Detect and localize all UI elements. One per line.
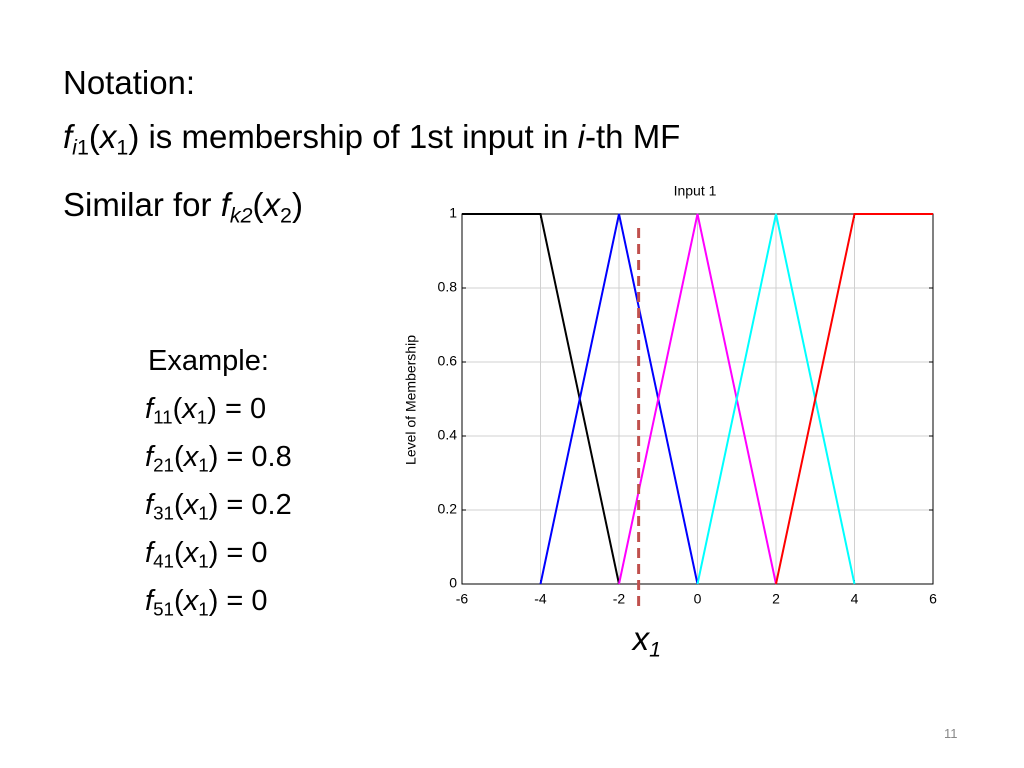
x-tick-label: 0 (694, 591, 702, 607)
series-line (462, 213, 620, 585)
text: f (145, 441, 154, 473)
y-tick-label: 1 (449, 205, 457, 221)
text: 1 (198, 598, 209, 620)
text: ) (291, 186, 303, 223)
y-tick-label: 0.4 (438, 427, 458, 443)
text: ( (174, 537, 184, 569)
y-tick-label: 0.8 (438, 279, 458, 295)
text: ) is membership of 1st input in (128, 118, 578, 155)
text: x (632, 620, 650, 657)
x-tick-label: -2 (613, 591, 626, 607)
x-tick-label: 6 (929, 591, 937, 607)
x-tick-label: 2 (772, 591, 780, 607)
example-heading: Example: (148, 345, 269, 377)
series-line (618, 213, 777, 585)
text: 1 (116, 135, 129, 160)
text: f (145, 537, 154, 569)
text: x (182, 393, 197, 425)
text: x (183, 585, 199, 617)
y-axis-label: Level of Membership (403, 335, 419, 465)
text: 51 (153, 598, 175, 620)
marker-label: x1 (633, 620, 661, 662)
series-line (775, 213, 933, 585)
text: x (183, 489, 199, 521)
y-tick-label: 0.2 (438, 501, 458, 517)
text: 41 (153, 550, 175, 572)
text: f (145, 489, 154, 521)
notation-line: Similar for fk2(x2) (63, 186, 303, 228)
text: ) = 0 (207, 393, 267, 425)
text: ) = 0.8 (208, 441, 292, 473)
text: ( (252, 186, 264, 223)
chart-title: Input 1 (674, 183, 717, 199)
text: x (263, 186, 281, 223)
text: 21 (153, 454, 175, 476)
text: -th MF (585, 118, 681, 155)
y-tick-label: 0 (449, 575, 457, 591)
text: 2 (280, 203, 292, 228)
notation-heading: Notation: (63, 64, 196, 101)
example-line: f11(x1) = 0 (145, 393, 266, 429)
text: 11 (153, 406, 173, 428)
example-line: f51(x1) = 0 (145, 585, 268, 621)
text: ( (88, 118, 100, 155)
notation-line: fi1(x1) is membership of 1st input in i-… (63, 118, 680, 160)
text: ) = 0 (208, 537, 268, 569)
x-tick-label: -6 (456, 591, 469, 607)
text: x (183, 441, 199, 473)
text: f (220, 186, 230, 223)
text: ( (174, 489, 184, 521)
text: x (99, 118, 117, 155)
y-tick-label: 0.6 (438, 353, 458, 369)
x-tick-label: -4 (534, 591, 547, 607)
example-line: f21(x1) = 0.8 (145, 441, 292, 477)
page-number: 11 (944, 726, 958, 741)
example-line: f41(x1) = 0 (145, 537, 268, 573)
text: ( (174, 441, 184, 473)
text: 1 (196, 406, 208, 428)
text: 1 (198, 454, 209, 476)
text: 1 (198, 550, 209, 572)
text: x (183, 537, 199, 569)
text: f (63, 118, 73, 155)
text: f (145, 393, 154, 425)
text: f (145, 585, 154, 617)
text: k2 (229, 203, 253, 228)
x-tick-label: 4 (851, 591, 859, 607)
text: 1 (649, 637, 662, 662)
text: 31 (153, 502, 175, 524)
text: ) = 0.2 (208, 489, 292, 521)
example-line: f31(x1) = 0.2 (145, 489, 292, 525)
text: Similar for (63, 186, 221, 223)
text: 1 (198, 502, 209, 524)
text: i (72, 135, 77, 160)
series-line (539, 213, 699, 585)
text: ) = 0 (208, 585, 268, 617)
text: ( (174, 585, 184, 617)
series-line (696, 213, 856, 585)
text: i (577, 118, 586, 155)
text: 1 (76, 135, 89, 160)
text: ( (172, 393, 183, 425)
